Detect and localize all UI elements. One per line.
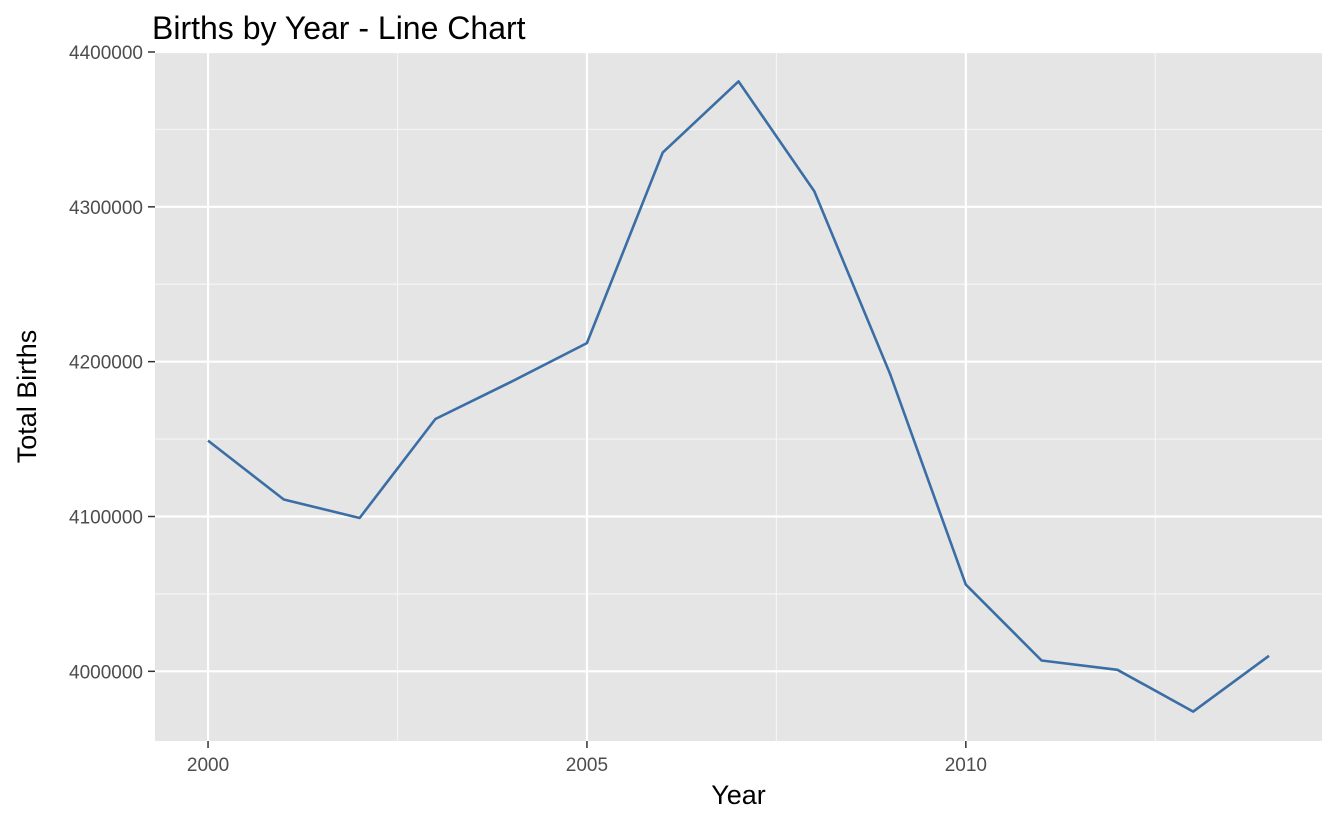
x-tick-label: 2000 xyxy=(187,755,229,776)
plot-panel xyxy=(155,52,1322,741)
y-tick-label: 4000000 xyxy=(69,662,143,683)
y-tick-label: 4200000 xyxy=(69,353,143,374)
minor-gridlines xyxy=(155,52,1322,741)
major-gridlines xyxy=(155,50,1322,741)
y-tick-label: 4300000 xyxy=(69,198,143,219)
chart-title: Births by Year - Line Chart xyxy=(152,10,526,46)
x-tick-label: 2005 xyxy=(566,755,608,776)
x-axis-title: Year xyxy=(711,780,766,810)
series-layer xyxy=(207,80,1270,713)
y-axis-title: Total Births xyxy=(12,330,42,464)
series-line xyxy=(207,80,1270,713)
axes: 2000 2005 2010 4000000 4100000 4200000 4300000… xyxy=(69,43,987,776)
y-tick-label: 4100000 xyxy=(69,507,143,528)
x-tick-label: 2010 xyxy=(945,755,987,776)
y-tick-label: 4400000 xyxy=(69,43,143,64)
